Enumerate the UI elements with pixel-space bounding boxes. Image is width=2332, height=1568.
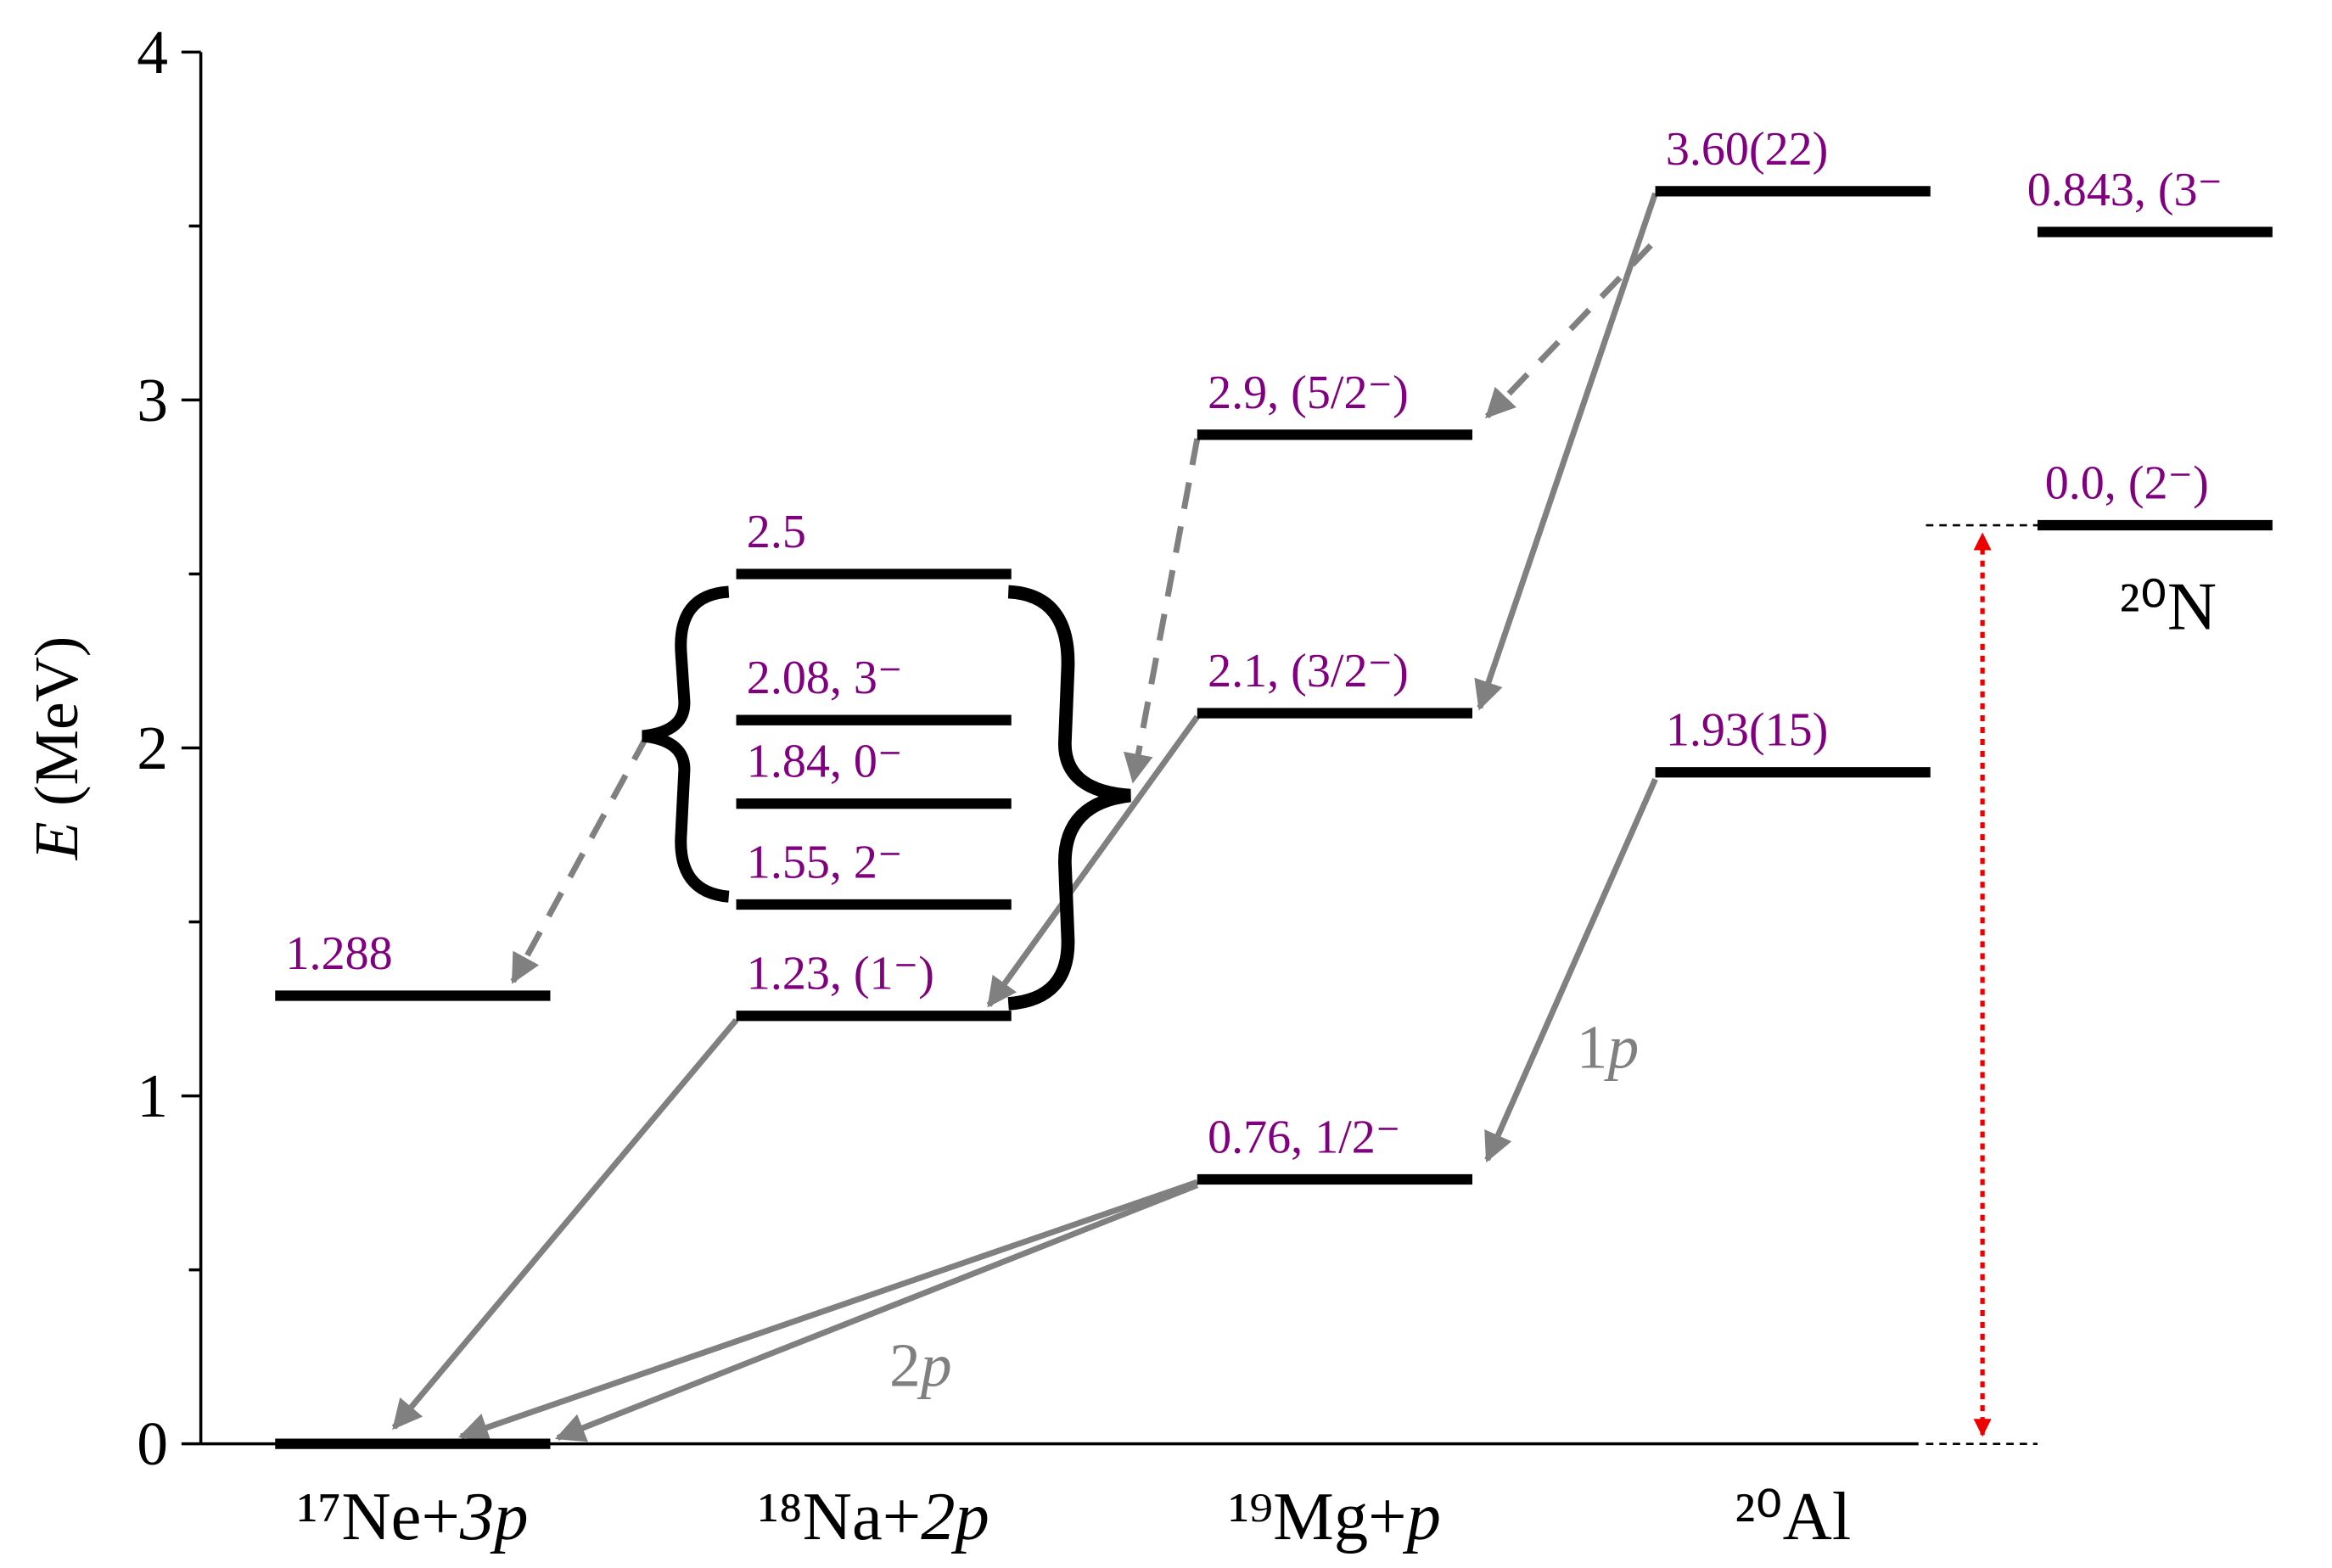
column-label: ¹⁹Mg+p [1229, 1479, 1441, 1554]
level-label: 1.93(15) [1666, 704, 1829, 757]
brace [1007, 585, 1131, 1011]
arrow [458, 1179, 1198, 1442]
y-tick-label: 4 [137, 17, 168, 87]
arrow [986, 714, 1200, 1008]
annotation: 2p [889, 1330, 952, 1399]
arrow [1485, 243, 1653, 419]
level-label: 1.288 [286, 927, 393, 980]
level-label: 2.08, 3⁻ [747, 652, 903, 704]
level-label: 0.76, 1/2⁻ [1208, 1111, 1400, 1163]
nucleus-label: ²⁰N [2119, 569, 2217, 645]
arrow [391, 1017, 739, 1431]
level-label: 3.60(22) [1666, 123, 1829, 176]
level-label: 2.9, (5/2⁻) [1208, 367, 1409, 419]
level-label: 0.0, (2⁻) [2045, 457, 2209, 510]
y-tick-label: 0 [137, 1408, 168, 1478]
decay-arrows [391, 192, 1658, 1442]
column-label: ¹⁸Na+2p [758, 1479, 989, 1554]
arrow [510, 734, 650, 984]
arrow [554, 1182, 1199, 1442]
y-tick-label: 1 [137, 1061, 168, 1130]
level-label: 2.5 [747, 506, 806, 558]
level-label: 1.23, (1⁻) [747, 948, 934, 1000]
y-tick-label: 2 [137, 713, 168, 782]
level-label: 1.84, 0⁻ [747, 736, 903, 788]
brace [642, 585, 730, 903]
y-tick-label: 3 [137, 365, 168, 434]
arrow [1124, 438, 1201, 784]
y-axis-label: E (MeV) [21, 636, 91, 861]
level-label: 0.843, (3⁻ [2027, 164, 2223, 216]
annotation: 1p [1577, 1011, 1640, 1081]
column-label: ¹⁷Ne+3p [297, 1479, 528, 1554]
column-label: ²⁰Al [1735, 1479, 1851, 1554]
level-label: 1.55, 2⁻ [747, 836, 903, 888]
level-label: 2.1, (3/2⁻) [1208, 645, 1409, 697]
arrow [1484, 777, 1658, 1163]
arrow [1474, 192, 1658, 711]
